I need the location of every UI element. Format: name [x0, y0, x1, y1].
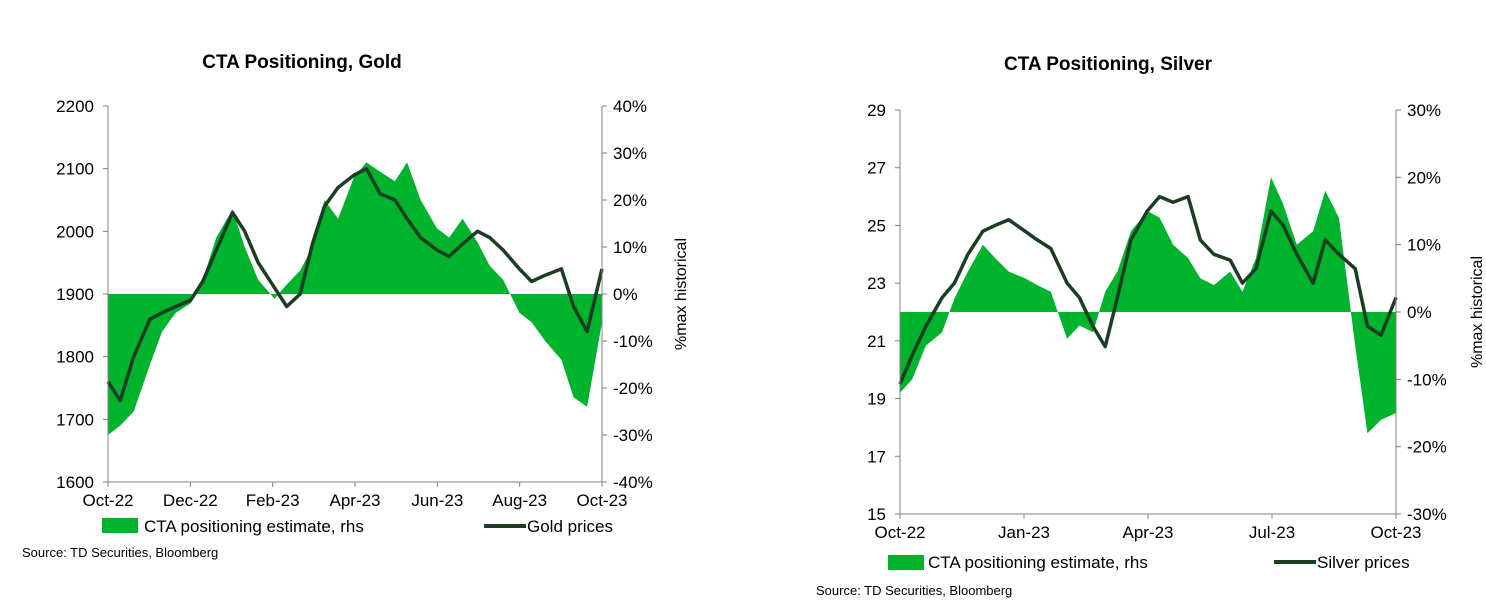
- gold-legend-line-label: Gold prices: [527, 517, 613, 536]
- silver-left-tick-label: 21: [867, 332, 886, 351]
- gold-right-tick-label: 20%: [613, 191, 647, 210]
- silver-left-tick-label: 25: [867, 216, 886, 235]
- silver-right-axis-label: %max historical: [1469, 256, 1486, 368]
- silver-left-tick-label: 19: [867, 390, 886, 409]
- gold-x-tick-label: Dec-22: [163, 491, 218, 510]
- gold-left-tick-label: 1700: [56, 410, 94, 429]
- silver-price-line: [898, 194, 1398, 385]
- silver-legend-area-label: CTA positioning estimate, rhs: [928, 553, 1148, 572]
- gold-legend-area-label: CTA positioning estimate, rhs: [144, 517, 364, 536]
- silver-x-tick-label: Oct-22: [874, 523, 925, 542]
- gold-cta-positioning-area: [108, 162, 602, 435]
- gold-x-tick-label: Jun-23: [411, 491, 463, 510]
- gold-left-tick-label: 2200: [56, 97, 94, 116]
- gold-legend-area-swatch: [102, 518, 138, 533]
- silver-x-tick-label: Jul-23: [1249, 523, 1295, 542]
- silver-legend-area-swatch: [888, 555, 924, 570]
- silver-left-tick-label: 23: [867, 274, 886, 293]
- gold-source-note: Source: TD Securities, Bloomberg: [22, 545, 218, 560]
- silver-x-tick-label: Apr-23: [1122, 523, 1173, 542]
- silver-right-tick-label: 10%: [1407, 236, 1441, 255]
- gold-right-tick-label: -20%: [613, 379, 653, 398]
- silver-chart-title: CTA Positioning, Silver: [1004, 54, 1213, 75]
- silver-right-tick-label: -30%: [1407, 505, 1447, 524]
- gold-x-tick-label: Aug-23: [492, 491, 547, 510]
- silver-right-tick-label: -10%: [1407, 370, 1447, 389]
- gold-x-tick-label: Feb-23: [246, 491, 300, 510]
- gold-plot-area: 1600 1700 1800 1900 2000 2100 2200 -40% -30% -20%…: [56, 97, 653, 510]
- silver-x-tick-label: Jan-23: [998, 523, 1050, 542]
- gold-chart: CTA Positioning, Gold 1600 1700 1800 1900 20…: [22, 52, 690, 560]
- gold-x-tick-label: Oct-22: [82, 491, 133, 510]
- gold-x-tick-label: Oct-23: [576, 491, 627, 510]
- silver-chart: CTA Positioning, Silver 15 17 19 21 23 25 27 29…: [816, 54, 1486, 598]
- silver-x-tick-label: Oct-23: [1370, 523, 1421, 542]
- silver-cta-positioning-area: [900, 177, 1396, 434]
- gold-right-tick-label: 30%: [613, 144, 647, 163]
- gold-price-line: [106, 166, 604, 403]
- gold-chart-title: CTA Positioning, Gold: [202, 52, 401, 73]
- gold-right-axis-label: %max historical: [673, 238, 690, 350]
- silver-left-tick-label: 17: [867, 447, 886, 466]
- gold-right-tick-label: -10%: [613, 332, 653, 351]
- silver-right-tick-label: 0%: [1407, 303, 1432, 322]
- silver-source-note: Source: TD Securities, Bloomberg: [816, 583, 1012, 598]
- gold-right-tick-label: 0%: [613, 285, 638, 304]
- gold-left-tick-label: 2000: [56, 222, 94, 241]
- gold-right-tick-label: 10%: [613, 238, 647, 257]
- silver-right-tick-label: 30%: [1407, 101, 1441, 120]
- gold-x-tick-label: Apr-23: [329, 491, 380, 510]
- silver-right-tick-label: -20%: [1407, 438, 1447, 457]
- gold-left-tick-label: 1600: [56, 473, 94, 492]
- gold-left-tick-label: 2100: [56, 160, 94, 179]
- silver-left-tick-label: 27: [867, 159, 886, 178]
- gold-left-tick-label: 1900: [56, 285, 94, 304]
- gold-left-tick-label: 1800: [56, 348, 94, 367]
- silver-plot-area: 15 17 19 21 23 25 27 29 -30% -20% -10% 0% 10% 20% 30% O…: [867, 101, 1447, 542]
- gold-right-tick-label: -30%: [613, 426, 653, 445]
- gold-right-tick-label: 40%: [613, 97, 647, 116]
- silver-right-tick-label: 20%: [1407, 168, 1441, 187]
- gold-right-tick-label: -40%: [613, 473, 653, 492]
- silver-left-tick-label: 29: [867, 101, 886, 120]
- silver-legend-line-label: Silver prices: [1317, 553, 1410, 572]
- silver-left-tick-label: 15: [867, 505, 886, 524]
